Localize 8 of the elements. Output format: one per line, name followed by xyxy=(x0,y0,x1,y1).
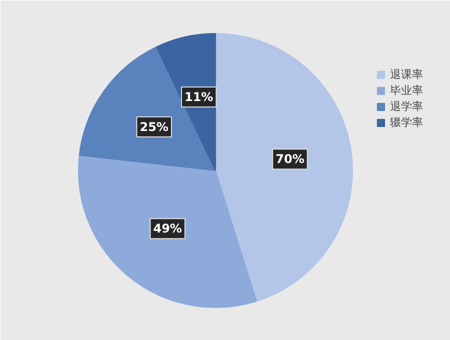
data-label: 49% xyxy=(153,222,182,236)
legend-label: 毕业率 xyxy=(390,83,423,98)
legend-label: 辍学率 xyxy=(390,115,423,130)
data-label: 11% xyxy=(184,90,214,104)
data-label: 70% xyxy=(276,152,304,166)
legend-label: 退学率 xyxy=(390,99,423,114)
legend-label: 退课率 xyxy=(390,67,423,82)
data-label: 25% xyxy=(140,120,168,134)
